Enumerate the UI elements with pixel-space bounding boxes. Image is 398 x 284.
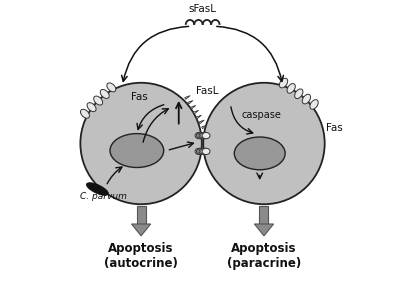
- Ellipse shape: [198, 148, 206, 154]
- Ellipse shape: [110, 133, 164, 168]
- Ellipse shape: [202, 132, 210, 139]
- Polygon shape: [254, 224, 273, 236]
- Circle shape: [203, 83, 325, 204]
- Polygon shape: [193, 110, 199, 114]
- Ellipse shape: [94, 96, 103, 105]
- Polygon shape: [185, 96, 190, 99]
- Polygon shape: [137, 206, 146, 224]
- Text: caspase: caspase: [241, 110, 281, 120]
- Text: Apoptosis
(paracrine): Apoptosis (paracrine): [227, 242, 301, 270]
- Ellipse shape: [199, 132, 207, 139]
- Ellipse shape: [195, 148, 203, 154]
- Ellipse shape: [202, 148, 210, 154]
- Ellipse shape: [302, 94, 310, 104]
- Ellipse shape: [234, 137, 285, 170]
- Polygon shape: [190, 105, 196, 109]
- Text: C. parvum: C. parvum: [80, 192, 127, 201]
- Ellipse shape: [195, 132, 203, 139]
- Polygon shape: [199, 120, 204, 124]
- Ellipse shape: [287, 83, 295, 93]
- Ellipse shape: [107, 83, 116, 92]
- Polygon shape: [196, 115, 201, 119]
- Ellipse shape: [201, 148, 209, 154]
- Text: sFasL: sFasL: [189, 4, 217, 14]
- Polygon shape: [131, 224, 151, 236]
- Polygon shape: [259, 206, 269, 224]
- Text: Fas: Fas: [326, 123, 343, 133]
- Polygon shape: [202, 125, 207, 129]
- Polygon shape: [187, 101, 193, 104]
- Ellipse shape: [197, 148, 204, 154]
- Ellipse shape: [279, 78, 288, 88]
- Circle shape: [80, 83, 202, 204]
- Ellipse shape: [295, 89, 303, 99]
- Ellipse shape: [86, 183, 108, 195]
- Ellipse shape: [100, 89, 109, 99]
- Ellipse shape: [80, 109, 90, 118]
- Ellipse shape: [199, 148, 207, 154]
- Ellipse shape: [197, 132, 204, 139]
- Ellipse shape: [198, 132, 206, 139]
- Text: FasL: FasL: [196, 86, 218, 96]
- Ellipse shape: [87, 103, 96, 112]
- Ellipse shape: [201, 132, 209, 139]
- Text: Apoptosis
(autocrine): Apoptosis (autocrine): [104, 242, 178, 270]
- Text: Fas: Fas: [131, 92, 148, 102]
- Ellipse shape: [310, 100, 318, 109]
